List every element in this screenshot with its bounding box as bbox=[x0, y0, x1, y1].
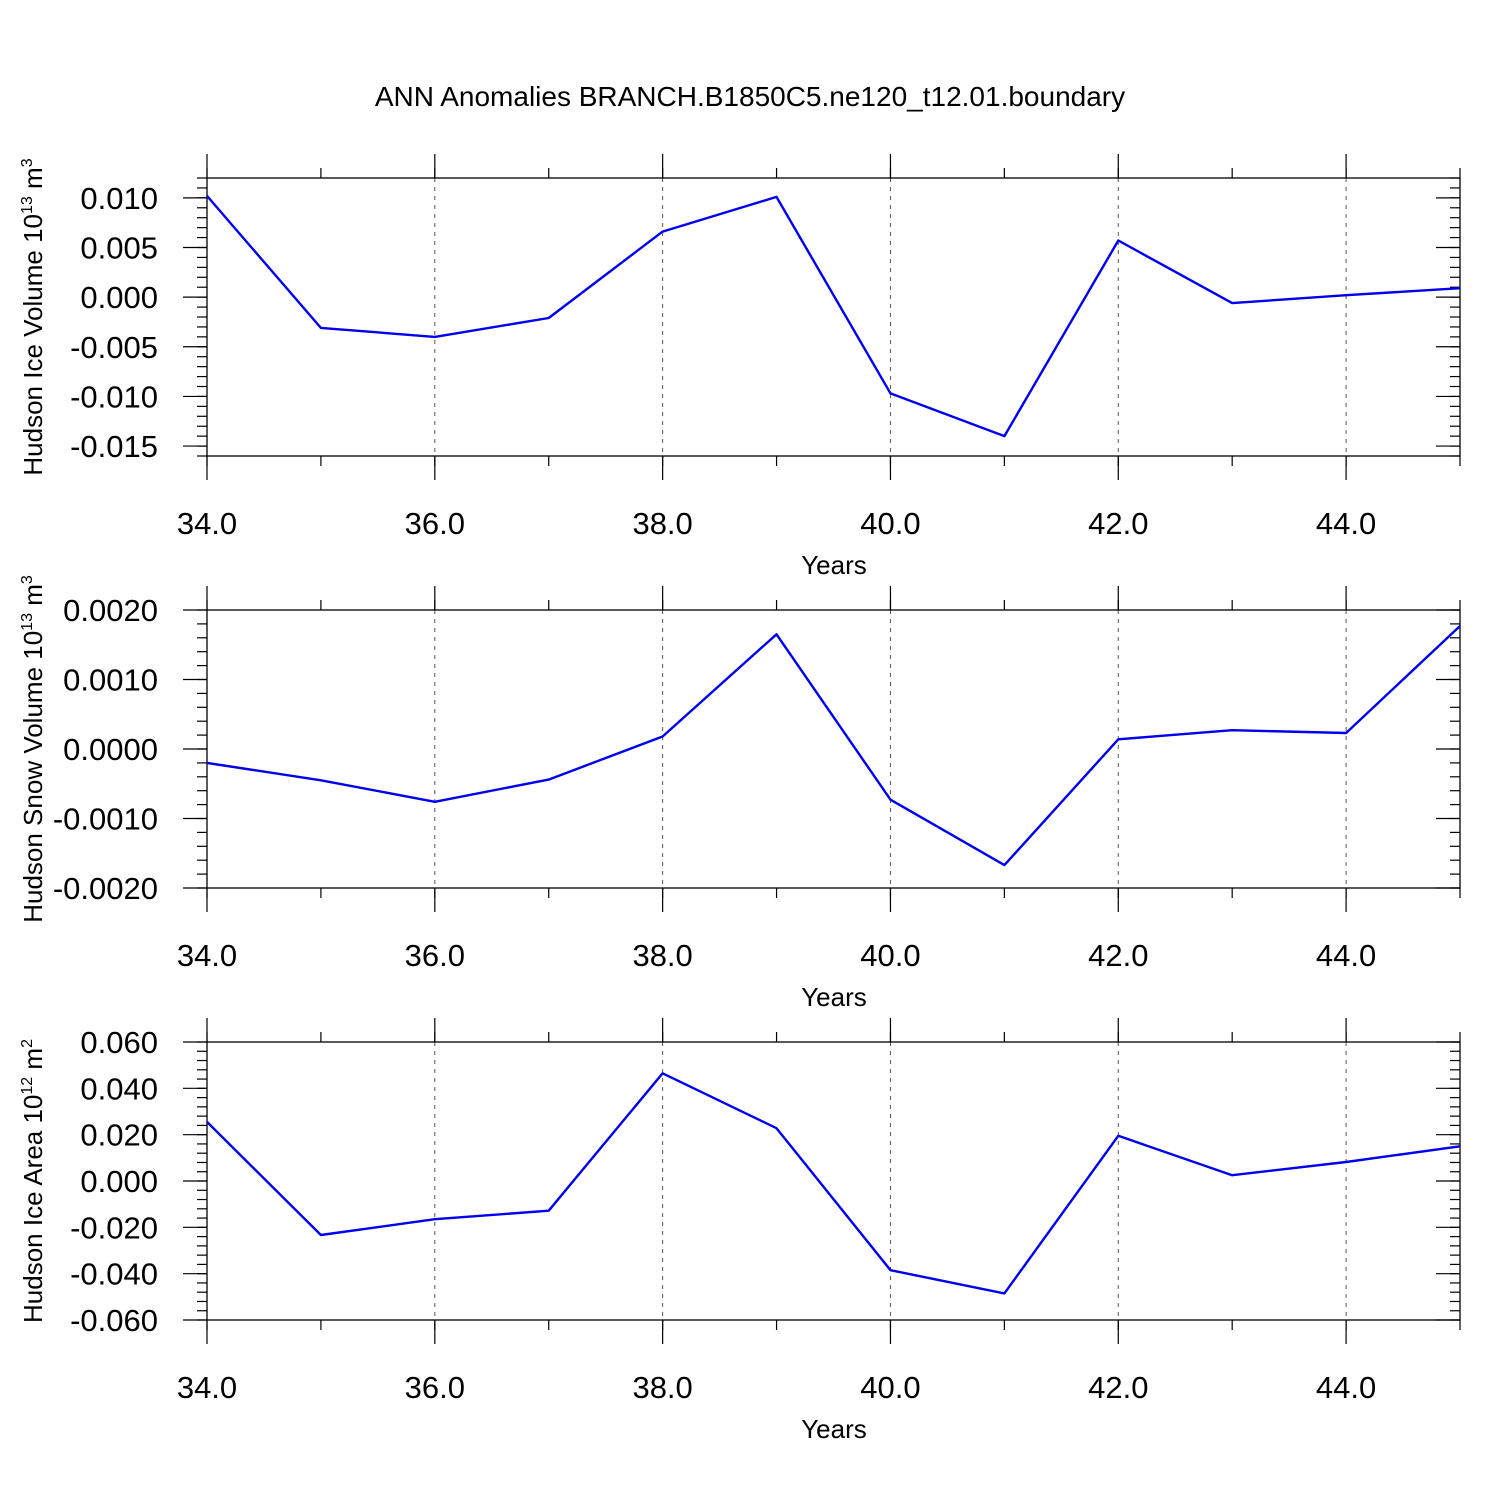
y-axis-title-superscript: 3 bbox=[19, 575, 36, 584]
y-tick-label: -0.0020 bbox=[53, 871, 158, 906]
series-line-1 bbox=[206, 1072, 1461, 1295]
y-tick-label: 0.060 bbox=[80, 1025, 158, 1060]
y-axis-title-superscript: 2 bbox=[19, 1039, 36, 1048]
x-axis-title: Years bbox=[801, 1414, 867, 1444]
y-tick-label: -0.040 bbox=[70, 1257, 158, 1292]
y-tick-label: 0.0020 bbox=[63, 593, 158, 628]
x-tick-label: 44.0 bbox=[1316, 506, 1376, 541]
panel-2: -0.0020 -0.0010 0.0000 0.0010 0.0020 34.0 36.0… bbox=[18, 575, 1461, 1012]
plot-frame bbox=[206, 177, 1461, 457]
x-tick-label: 44.0 bbox=[1316, 938, 1376, 973]
y-tick-label: 0.0010 bbox=[63, 663, 158, 698]
panel-3: -0.060 -0.040 -0.020 0.000 0.020 0.040 0.060 34… bbox=[18, 1018, 1461, 1444]
x-tick-label: 36.0 bbox=[405, 506, 465, 541]
x-axis-title: Years bbox=[801, 982, 867, 1012]
y-axis-title-part: m bbox=[18, 1048, 48, 1077]
x-tick-label: 40.0 bbox=[860, 506, 920, 541]
y-axis-title: Hudson Ice Area 1012 m2 bbox=[18, 1039, 48, 1323]
x-tick-label: 42.0 bbox=[1088, 938, 1148, 973]
plot-frame bbox=[206, 1041, 1461, 1321]
y-tick-label: 0.010 bbox=[80, 181, 158, 216]
y-tick-label: -0.010 bbox=[70, 379, 158, 414]
y-tick-label: -0.060 bbox=[70, 1303, 158, 1338]
y-tick-label: 0.000 bbox=[80, 280, 158, 315]
y-tick-label: -0.020 bbox=[70, 1210, 158, 1245]
y-tick-label: -0.0010 bbox=[53, 802, 158, 837]
y-tick-label: 0.005 bbox=[80, 231, 158, 266]
y-axis-title-part: Hudson Ice Area 10 bbox=[18, 1095, 48, 1323]
y-tick-label: 0.000 bbox=[80, 1164, 158, 1199]
x-tick-label: 38.0 bbox=[632, 506, 692, 541]
panels-container: -0.015 -0.010 -0.005 0.000 0.005 0.010 34.0 36.… bbox=[18, 154, 1461, 1444]
x-tick-label: 42.0 bbox=[1088, 506, 1148, 541]
y-axis-title-superscript: 12 bbox=[19, 1077, 36, 1095]
y-axis-title: Hudson Snow Volume 1013 m3 bbox=[18, 575, 48, 923]
x-tick-label: 34.0 bbox=[177, 506, 237, 541]
y-axis-title-part: Hudson Snow Volume 10 bbox=[18, 631, 48, 923]
y-tick-label: -0.005 bbox=[70, 330, 158, 365]
y-axis-title-part: m bbox=[18, 167, 48, 196]
series-line-1 bbox=[206, 195, 1461, 438]
y-axis-title-superscript: 3 bbox=[19, 158, 36, 167]
y-tick-label: -0.015 bbox=[70, 429, 158, 464]
x-tick-label: 44.0 bbox=[1316, 1370, 1376, 1405]
x-tick-label: 42.0 bbox=[1088, 1370, 1148, 1405]
x-tick-label: 38.0 bbox=[632, 938, 692, 973]
y-axis-title-part: m bbox=[18, 584, 48, 613]
y-tick-label: 0.0000 bbox=[63, 732, 158, 767]
x-axis-title: Years bbox=[801, 550, 867, 580]
y-axis-title-part: Hudson Ice Volume 10 bbox=[18, 214, 48, 476]
x-tick-label: 34.0 bbox=[177, 938, 237, 973]
x-tick-label: 36.0 bbox=[405, 1370, 465, 1405]
y-axis-title-superscript: 13 bbox=[19, 613, 36, 631]
x-tick-label: 40.0 bbox=[860, 1370, 920, 1405]
y-axis-title-superscript: 13 bbox=[19, 196, 36, 214]
y-axis-title: Hudson Ice Volume 1013 m3 bbox=[18, 158, 48, 475]
figure-title: ANN Anomalies BRANCH.B1850C5.ne120_t12.0… bbox=[375, 81, 1125, 112]
y-tick-label: 0.040 bbox=[80, 1071, 158, 1106]
panel-1: -0.015 -0.010 -0.005 0.000 0.005 0.010 34.0 36.… bbox=[18, 154, 1461, 580]
series-line-1 bbox=[206, 625, 1461, 867]
y-tick-label: 0.020 bbox=[80, 1118, 158, 1153]
x-tick-label: 34.0 bbox=[177, 1370, 237, 1405]
x-tick-label: 40.0 bbox=[860, 938, 920, 973]
x-tick-label: 38.0 bbox=[632, 1370, 692, 1405]
plot-frame bbox=[206, 609, 1461, 889]
x-tick-label: 36.0 bbox=[405, 938, 465, 973]
